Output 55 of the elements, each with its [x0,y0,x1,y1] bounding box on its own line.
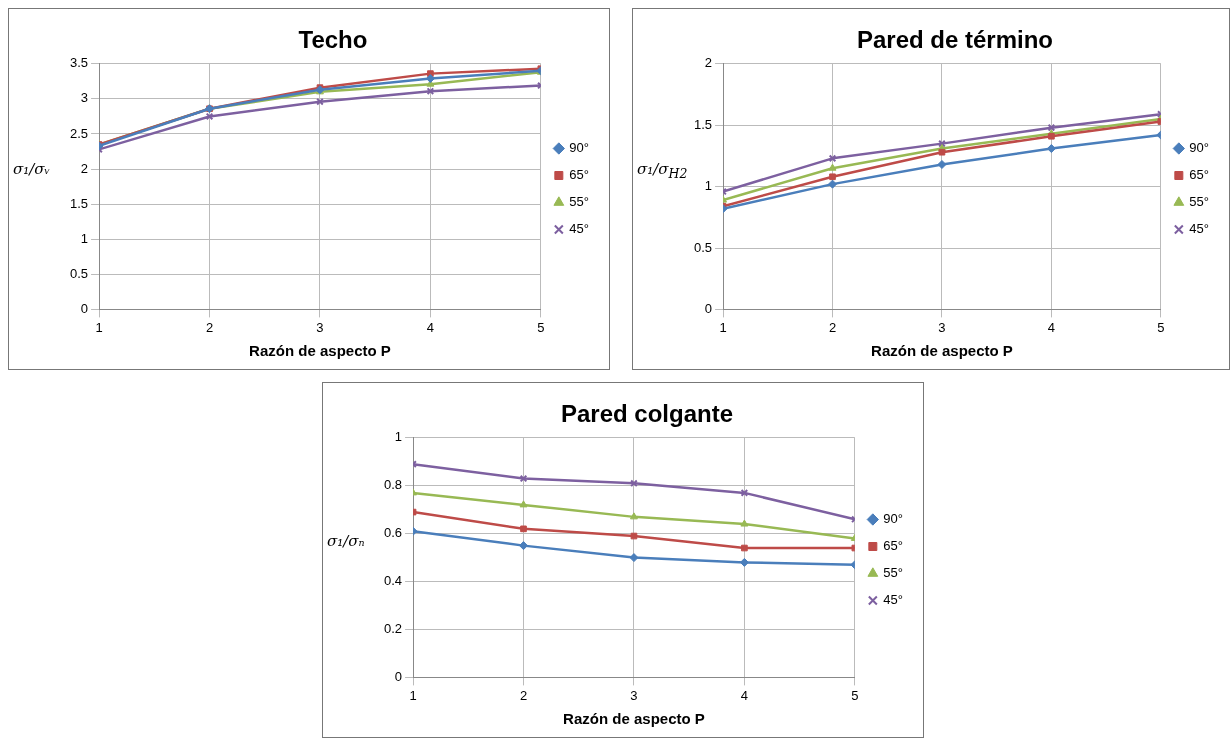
legend-label: 90° [883,511,904,527]
y-tick-label: 0.2 [383,621,403,637]
x-tick-label: 1 [719,319,727,335]
x-tick-label: 3 [316,319,324,335]
x-tick-label: 1 [95,319,103,335]
chart-title: Pared colgante [560,400,734,428]
x-tick-label: 4 [426,319,435,335]
x-axis-title: Razón de aspecto P [563,710,705,728]
y-tick-label: 0 [80,300,89,316]
legend-label: 55° [883,565,904,581]
y-tick-label: 0 [394,668,403,684]
chart-title: Techo [298,26,368,54]
x-tick-label: 2 [828,319,837,335]
x-tick-label: 4 [1047,319,1056,335]
y-tick-label: 0 [704,300,713,316]
x-tick-label: 5 [537,319,545,335]
y-tick-label: 2 [80,160,89,176]
legend-label: 65° [569,167,590,183]
x-tick-label: 3 [938,319,946,335]
legend-label: 65° [1189,167,1210,183]
y-axis-title: σ₁/σ$_{H2}$ [637,160,688,181]
x-tick-label: 1 [409,687,417,703]
y-tick-label: 1 [80,230,89,246]
legend-label: 90° [1189,140,1210,156]
y-tick-label: 1 [394,429,403,445]
y-axis-title: σ₁/σₙ [327,532,365,550]
y-tick-label: 1.5 [693,116,713,132]
legend-label: 55° [1189,194,1210,210]
x-tick-label: 2 [205,319,214,335]
legend-label: 90° [569,140,590,156]
y-tick-label: 0.5 [693,239,713,255]
y-tick-label: 2 [704,55,713,71]
y-tick-label: 3 [80,90,89,106]
legend-label: 55° [569,194,590,210]
y-tick-label: 0.5 [69,265,89,281]
y-tick-label: 2.5 [69,125,89,141]
y-tick-label: 0.4 [383,573,403,589]
legend-label: 45° [1189,221,1210,237]
y-tick-label: 1 [704,178,713,194]
legend-label: 45° [883,592,904,608]
legend-label: 45° [569,221,590,237]
x-tick-label: 2 [519,687,528,703]
x-axis-title: Razón de aspecto P [871,342,1013,360]
x-tick-label: 5 [851,687,859,703]
x-tick-label: 4 [740,687,749,703]
x-tick-label: 3 [630,687,638,703]
y-tick-label: 0.8 [383,477,403,493]
y-tick-label: 0.6 [383,525,403,541]
y-tick-label: 3.5 [69,55,89,71]
x-axis-title: Razón de aspecto P [249,342,391,360]
y-axis-title: σ₁/σᵥ [13,160,51,178]
legend-label: 65° [883,538,904,554]
y-tick-label: 1.5 [69,195,89,211]
chart-title: Pared de término [856,26,1054,54]
x-tick-label: 5 [1157,319,1165,335]
